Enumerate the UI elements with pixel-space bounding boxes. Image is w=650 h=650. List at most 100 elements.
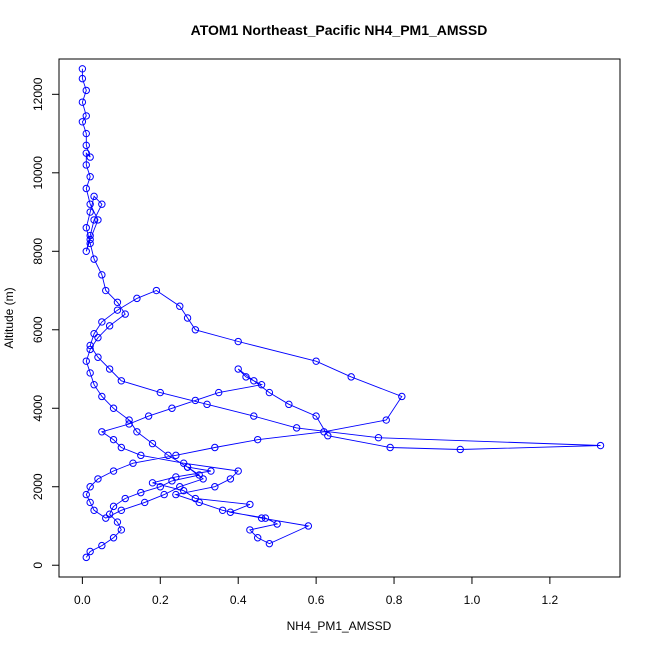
y-tick-label: 4000 [31,395,45,422]
data-point [265,388,274,397]
data-point [183,463,192,471]
data-point [179,486,188,495]
data-point [82,161,90,169]
data-point [172,473,180,481]
data-point [86,345,94,354]
data-point [347,373,355,381]
data-point [234,467,242,475]
data-point [253,534,262,542]
data-point [86,173,94,181]
x-tick-label: 1.0 [464,593,481,607]
data-point [90,506,98,514]
data-point [98,271,106,279]
data-point [137,488,145,497]
data-point [195,498,203,507]
data-point [246,500,254,509]
data-point [179,459,188,467]
data-point [141,498,149,507]
data-point [285,400,293,409]
data-point [320,428,328,436]
data-point [121,494,129,503]
y-axis: 0 2000 4000 6000 8000 10000 12000 [31,77,60,569]
y-tick-label: 8000 [31,238,45,265]
data-point [234,337,242,346]
data-point [117,443,126,452]
y-axis-label: Altitude (m) [2,287,16,348]
data-point [78,65,87,73]
data-point [82,141,90,150]
data-point [90,192,98,201]
data-point [86,200,94,208]
data-point [374,433,383,442]
data-point [137,451,145,460]
data-point [250,377,258,385]
data-point [98,541,106,550]
data-point [226,508,235,516]
data-point [125,420,133,428]
data-point [148,439,157,448]
data-point [253,435,262,444]
data-point [386,443,394,452]
data-point [98,318,106,326]
x-tick-label: 0.6 [308,593,325,607]
data-point [152,286,161,295]
data-point [86,498,94,507]
series-line [81,68,601,558]
data-point [82,490,90,499]
data-point [261,514,270,522]
data-point [82,224,90,232]
data-point [109,435,118,444]
data-point [195,471,203,479]
data-point [156,483,164,491]
y-tick-label: 0 [31,562,45,569]
data-point [82,112,90,120]
x-tick-label: 0.2 [152,593,169,607]
data-point [176,483,184,491]
data-point [246,526,254,534]
x-axis: 0.0 0.2 0.4 0.6 0.8 1.0 1.2 [74,576,559,607]
data-point [86,231,94,240]
data-point [105,365,114,373]
data-point [78,74,87,83]
data-point [78,118,87,126]
y-tick-label: 6000 [31,316,45,343]
y-tick-label: 2000 [31,473,45,500]
data-point [160,490,168,499]
data-point [211,443,219,452]
data-point [117,506,126,514]
x-tick-label: 0.0 [74,593,91,607]
data-point [156,388,164,397]
data-point [82,553,90,562]
data-point [257,381,266,389]
data-point [98,200,106,208]
data-point [148,479,157,487]
data-point [129,459,137,467]
data-point [207,467,215,475]
data-point [382,416,390,424]
data-point [98,428,106,436]
data-point [78,98,87,106]
data-point [242,373,250,381]
data-point [456,445,464,454]
data-point [86,483,94,491]
data-point [312,412,320,420]
chart-title: ATOM1 Northeast_Pacific NH4_PM1_AMSSD [191,22,488,38]
data-point [82,129,90,138]
y-tick-label: 10000 [31,156,45,190]
data-point [312,357,320,365]
data-point [265,539,274,548]
y-tick-label: 12000 [31,77,45,111]
data-point [82,184,90,193]
data-point [257,514,266,522]
data-point [164,451,172,460]
data-point [292,424,301,432]
x-tick-label: 1.2 [542,593,559,607]
data-point [105,322,114,330]
data-point [273,520,281,528]
data-point [117,526,126,534]
data-point [117,377,126,385]
data-point [102,286,110,295]
data-point [324,432,332,440]
data-point [113,298,122,307]
data-point [226,475,235,483]
